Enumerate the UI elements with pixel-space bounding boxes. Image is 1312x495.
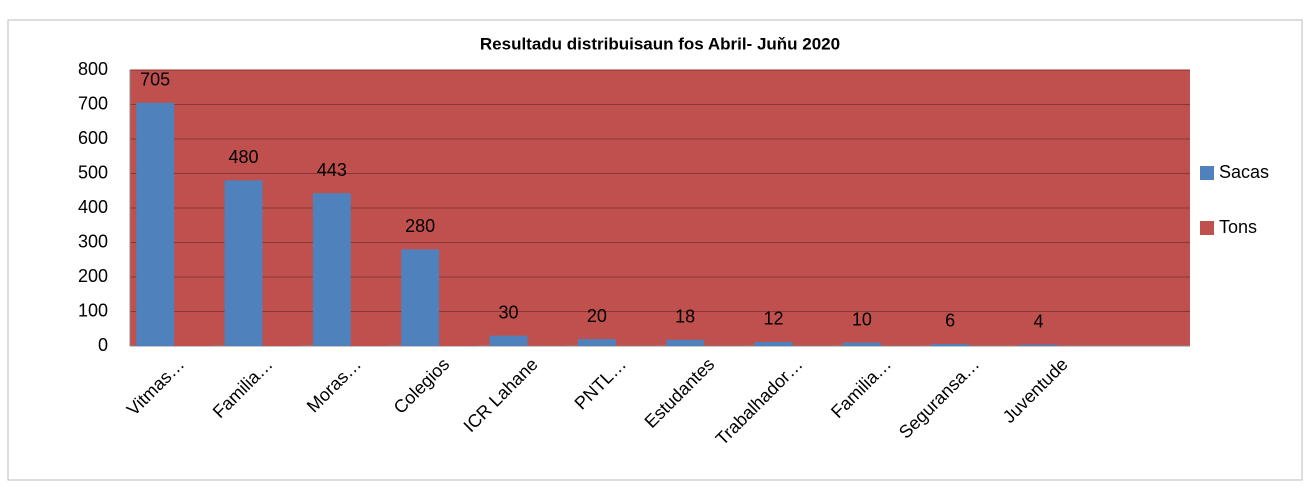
- bar: [439, 344, 477, 346]
- y-tick-label: 700: [78, 93, 108, 113]
- y-tick-label: 500: [78, 162, 108, 182]
- bar: [401, 249, 439, 346]
- bar: [666, 340, 704, 346]
- legend-label: Tons: [1219, 217, 1257, 237]
- bar: [931, 344, 969, 346]
- y-tick-label: 600: [78, 128, 108, 148]
- data-label: 4: [1034, 311, 1044, 331]
- data-label: 20: [587, 306, 607, 326]
- bar: [136, 103, 174, 346]
- y-tick-label: 100: [78, 300, 108, 320]
- data-label: 10: [852, 309, 872, 329]
- data-label: 443: [317, 160, 347, 180]
- bar: [174, 340, 212, 346]
- data-label: 705: [140, 70, 170, 90]
- bar: [755, 342, 793, 346]
- y-tick-label: 800: [78, 59, 108, 79]
- data-label: 30: [498, 302, 518, 322]
- y-tick-label: 400: [78, 197, 108, 217]
- y-tick-label: 300: [78, 231, 108, 251]
- bar: [1020, 345, 1058, 346]
- legend-swatch: [1200, 166, 1214, 180]
- bar: [313, 193, 351, 346]
- bar: [490, 336, 528, 346]
- bar: [225, 180, 263, 346]
- legend-swatch: [1200, 221, 1214, 235]
- data-label: 6: [945, 311, 955, 331]
- data-label: 18: [675, 307, 695, 327]
- data-label: 12: [763, 309, 783, 329]
- bar: [843, 343, 881, 346]
- data-label: 280: [405, 216, 435, 236]
- chart-title: Resultadu distribuisaun fos Abril- Juňu …: [480, 34, 840, 53]
- bar: [263, 342, 301, 346]
- y-tick-label: 200: [78, 266, 108, 286]
- data-label: 480: [228, 147, 258, 167]
- bar: [578, 339, 616, 346]
- y-tick-label: 0: [98, 335, 108, 355]
- bar: [351, 342, 389, 346]
- legend-label: Sacas: [1219, 162, 1269, 182]
